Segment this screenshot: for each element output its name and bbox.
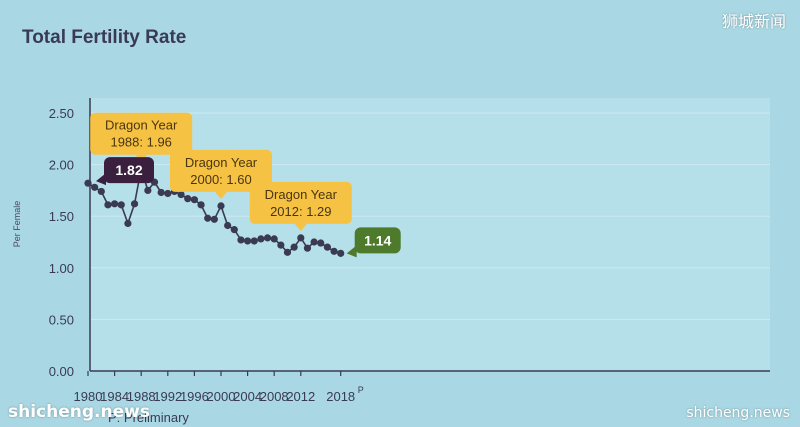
- data-point: [303, 244, 312, 252]
- x-tick-superscript: P: [358, 385, 364, 395]
- badge-box: [354, 227, 401, 254]
- data-point: [270, 235, 278, 243]
- footnote: P: Preliminary: [108, 410, 189, 425]
- x-tick-label-last: 2018: [326, 389, 355, 404]
- x-tick-label: 1992: [153, 389, 182, 404]
- data-point: [190, 196, 198, 204]
- y-tick-label: 2.50: [49, 106, 74, 121]
- data-point: [244, 237, 252, 245]
- x-tick-label: 1984: [100, 389, 129, 404]
- x-tick-label: 2008: [260, 389, 289, 404]
- x-tick-label: 2012: [286, 389, 315, 404]
- x-tick-label: 1988: [127, 389, 156, 404]
- callout-box: [90, 112, 193, 155]
- callout-title: Dragon Year: [185, 155, 258, 170]
- data-point: [177, 190, 185, 199]
- data-point: [297, 234, 305, 242]
- data-point: [277, 241, 285, 249]
- y-tick-label: 1.00: [49, 261, 74, 276]
- badge-pointer: [346, 245, 357, 258]
- dragon-year-callout: Dragon Year 1988: 1.96: [90, 112, 193, 162]
- end-value-badge: 1.14: [346, 227, 401, 258]
- data-point: [237, 236, 245, 244]
- callout-value: 2012: 1.29: [270, 204, 331, 219]
- data-point: [97, 187, 105, 196]
- data-point: [310, 238, 318, 246]
- data-point: [124, 219, 132, 228]
- data-point: [204, 214, 212, 222]
- callout-pointer: [294, 223, 307, 231]
- callout-title: Dragon Year: [265, 187, 338, 202]
- plot-area: [90, 98, 770, 371]
- watermark-bottom-left: shicheng.news: [8, 402, 150, 422]
- dragon-year-callout: Dragon Year 2012: 1.29: [249, 181, 352, 231]
- callout-box: [249, 181, 352, 224]
- y-axis-label: Per Female: [12, 201, 22, 248]
- x-tick-label: 1996: [180, 389, 209, 404]
- data-point: [184, 195, 192, 203]
- callout-box: [170, 149, 272, 192]
- data-point: [263, 234, 272, 242]
- callout-title: Dragon Year: [105, 118, 178, 133]
- x-tick-label: 2004: [233, 389, 262, 404]
- data-point: [290, 243, 298, 251]
- y-tick-label: 0.00: [49, 364, 74, 379]
- y-tick-label: 0.50: [49, 312, 74, 327]
- data-point: [117, 201, 125, 209]
- x-tick-label: 1980: [74, 389, 103, 404]
- badge-pointer: [96, 173, 106, 186]
- callout-value: 1988: 1.96: [110, 135, 171, 150]
- x-tick-label: 2000: [207, 389, 236, 404]
- callout-value: 2000: 1.60: [190, 172, 251, 187]
- data-point: [323, 243, 331, 251]
- watermark-bottom-right: shicheng.news: [686, 405, 790, 421]
- data-point: [257, 235, 265, 243]
- data-point: [104, 201, 112, 209]
- data-point: [283, 248, 292, 256]
- data-point: [217, 202, 225, 210]
- data-point: [197, 201, 205, 209]
- y-tick-label: 1.50: [49, 209, 74, 224]
- badge-text: 1.14: [364, 232, 391, 248]
- data-point: [330, 247, 338, 255]
- data-point: [144, 186, 152, 194]
- data-point: [317, 239, 325, 247]
- data-point: [111, 200, 119, 208]
- y-tick-label: 2.00: [49, 158, 74, 173]
- data-point: [250, 237, 258, 245]
- watermark-top-right: 狮城新闻: [721, 12, 786, 31]
- data-point: [337, 249, 345, 257]
- data-point: [164, 189, 172, 198]
- data-point: [210, 215, 218, 223]
- data-point: [130, 200, 139, 208]
- data-point: [230, 226, 238, 234]
- dragon-year-callout: Dragon Year 2000: 1.60: [170, 149, 272, 199]
- data-point: [224, 221, 232, 230]
- chart-title: Total Fertility Rate: [22, 27, 186, 48]
- data-point: [84, 179, 92, 187]
- badge-text: 1.82: [115, 162, 142, 178]
- badge-box: [104, 157, 154, 184]
- start-value-badge: 1.82: [96, 157, 154, 186]
- callout-pointer: [215, 191, 227, 199]
- data-point: [157, 188, 165, 197]
- data-point: [91, 183, 99, 191]
